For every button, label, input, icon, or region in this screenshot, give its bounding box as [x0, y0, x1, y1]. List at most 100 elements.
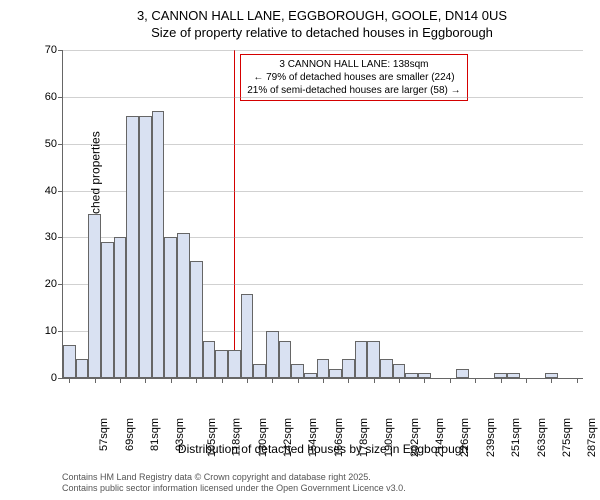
title-line1: 3, CANNON HALL LANE, EGGBOROUGH, GOOLE, … [137, 8, 507, 23]
ytick-mark [58, 97, 63, 98]
marker-line [234, 50, 235, 378]
xtick-mark [196, 378, 197, 383]
xtick-label: 275sqm [561, 418, 573, 457]
ytick-label: 0 [33, 372, 57, 384]
ytick-mark [58, 284, 63, 285]
histogram-bar [279, 341, 292, 378]
xtick-mark [120, 378, 121, 383]
xtick-label: 93sqm [174, 418, 186, 451]
histogram-bar [367, 341, 380, 378]
ytick-mark [58, 378, 63, 379]
histogram-bar [88, 214, 101, 378]
xtick-mark [399, 378, 400, 383]
histogram-bar [152, 111, 165, 378]
grid-line [63, 50, 583, 51]
histogram-bar [164, 237, 177, 378]
xtick-label: 154sqm [307, 418, 319, 457]
xtick-label: 226sqm [460, 418, 472, 457]
xtick-label: 214sqm [434, 418, 446, 457]
histogram-bar [405, 373, 418, 378]
plot-area: Number of detached properties Distributi… [62, 50, 583, 379]
histogram-bar [393, 364, 406, 378]
xtick-mark [424, 378, 425, 383]
annotation-line3: 21% of semi-detached houses are larger (… [247, 85, 460, 96]
xtick-mark [526, 378, 527, 383]
xtick-label: 142sqm [282, 418, 294, 457]
xtick-mark [222, 378, 223, 383]
histogram-bar [380, 359, 393, 378]
histogram-bar [291, 364, 304, 378]
histogram-bar [76, 359, 89, 378]
xtick-mark [247, 378, 248, 383]
ytick-mark [58, 237, 63, 238]
xtick-mark [145, 378, 146, 383]
xtick-label: 130sqm [257, 418, 269, 457]
ytick-mark [58, 50, 63, 51]
ytick-mark [58, 191, 63, 192]
attribution: Contains HM Land Registry data © Crown c… [62, 472, 406, 494]
annotation-line2: ← 79% of detached houses are smaller (22… [253, 72, 454, 83]
histogram-bar [342, 359, 355, 378]
xtick-mark [475, 378, 476, 383]
xtick-label: 190sqm [384, 418, 396, 457]
histogram-bar [126, 116, 139, 378]
ytick-label: 30 [33, 231, 57, 243]
x-axis-label: Distribution of detached houses by size … [63, 442, 583, 456]
xtick-mark [298, 378, 299, 383]
xtick-label: 263sqm [536, 418, 548, 457]
xtick-label: 57sqm [98, 418, 110, 451]
histogram-bar [114, 237, 127, 378]
ytick-label: 40 [33, 185, 57, 197]
histogram-bar [266, 331, 279, 378]
xtick-label: 202sqm [409, 418, 421, 457]
xtick-mark [501, 378, 502, 383]
title-line2: Size of property relative to detached ho… [151, 25, 493, 40]
xtick-label: 239sqm [485, 418, 497, 457]
xtick-mark [348, 378, 349, 383]
xtick-label: 118sqm [230, 418, 242, 456]
attribution-line1: Contains HM Land Registry data © Crown c… [62, 472, 371, 482]
xtick-label: 105sqm [206, 418, 218, 457]
ytick-label: 20 [33, 278, 57, 290]
ytick-label: 10 [33, 325, 57, 337]
ytick-mark [58, 144, 63, 145]
grid-line [63, 97, 583, 98]
histogram-bar [215, 350, 228, 378]
xtick-label: 251sqm [510, 418, 522, 457]
xtick-mark [95, 378, 96, 383]
xtick-label: 166sqm [333, 418, 345, 457]
xtick-label: 178sqm [358, 418, 370, 457]
histogram-bar [190, 261, 203, 378]
histogram-bar [203, 341, 216, 378]
ytick-label: 70 [33, 44, 57, 56]
xtick-mark [374, 378, 375, 383]
ytick-label: 60 [33, 91, 57, 103]
xtick-label: 69sqm [124, 418, 136, 451]
xtick-mark [272, 378, 273, 383]
xtick-label: 81sqm [149, 418, 161, 451]
xtick-mark [577, 378, 578, 383]
annotation-line1: 3 CANNON HALL LANE: 138sqm [279, 59, 428, 70]
histogram-bar [63, 345, 76, 378]
histogram-bar [329, 369, 342, 378]
histogram-bar [355, 341, 368, 378]
xtick-mark [171, 378, 172, 383]
histogram-bar [304, 373, 317, 378]
annotation-box: 3 CANNON HALL LANE: 138sqm ← 79% of deta… [240, 54, 467, 101]
histogram-bar [228, 350, 241, 378]
ytick-label: 50 [33, 138, 57, 150]
histogram-bar [317, 359, 330, 378]
attribution-line2: Contains public sector information licen… [62, 483, 406, 493]
histogram-bar [241, 294, 254, 378]
xtick-label: 287sqm [586, 418, 598, 457]
histogram-bar [101, 242, 114, 378]
xtick-mark [450, 378, 451, 383]
histogram-bar [507, 373, 520, 378]
histogram-bar [456, 369, 469, 378]
chart-title: 3, CANNON HALL LANE, EGGBOROUGH, GOOLE, … [62, 8, 582, 42]
ytick-mark [58, 331, 63, 332]
xtick-mark [69, 378, 70, 383]
histogram-bar [139, 116, 152, 378]
xtick-mark [551, 378, 552, 383]
histogram-bar [177, 233, 190, 378]
